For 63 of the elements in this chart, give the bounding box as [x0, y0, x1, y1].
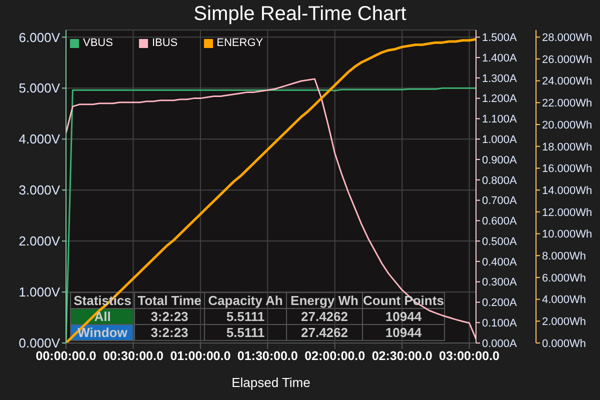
y3-tick-label: 28.000Wh	[542, 32, 592, 44]
x-tick-label: 02:30:00.0	[372, 348, 432, 363]
annotation: All	[70, 308, 134, 324]
annotation: 10944	[362, 308, 444, 324]
y3-tick-label: 18.000Wh	[542, 141, 592, 154]
annotation: Window	[70, 324, 134, 340]
y-tick-label: 5.000V	[18, 80, 60, 96]
annotation: 5.5111	[204, 308, 286, 324]
y2-tick-label: 0.200A	[482, 297, 518, 310]
chart-title: Simple Real-Time Chart	[192, 3, 408, 26]
annotation: 10944	[362, 324, 444, 340]
annotation: Capacity Ah	[204, 292, 286, 308]
y2-tick-label: 1.200A	[482, 93, 518, 106]
y2-tick-label: 1.500A	[482, 32, 518, 44]
y3-tick-label: 22.000Wh	[542, 98, 592, 110]
y2-tick-label: 0.600A	[482, 216, 518, 228]
x-tick-label: 00:30:00.0	[102, 348, 164, 363]
y3-tick-label: 4.000Wh	[542, 294, 586, 306]
y2-tick-label: 0.300A	[482, 276, 518, 289]
y-tick-label: 4.000V	[18, 132, 60, 147]
x-tick-label: 01:00:00.0	[170, 348, 231, 363]
legend-label: IBUS	[152, 37, 178, 49]
x-tick-label: 00:00:00.0	[36, 348, 96, 363]
y2-tick-label: 0.000A	[482, 338, 518, 350]
x-axis-title: Elapsed Time	[232, 375, 310, 390]
y3-tick-label: 10.000Wh	[542, 228, 592, 241]
y2-tick-label: 1.400A	[482, 52, 518, 64]
annotation: 27.4262	[286, 324, 362, 340]
annotation: 27.4262	[286, 308, 362, 324]
y3-tick-label: 2.000Wh	[542, 316, 586, 328]
legend-label: ENERGY	[216, 37, 264, 49]
y3-tick-label: 26.000Wh	[542, 54, 592, 66]
x-tick-label: 02:00:00.0	[304, 348, 366, 363]
annotation: 3:2:23	[134, 308, 204, 324]
annotation: 5.5111	[204, 324, 286, 340]
y2-tick-label: 0.800A	[482, 174, 518, 187]
y2-tick-label: 1.100A	[482, 114, 518, 126]
y3-tick-label: 12.000Wh	[542, 206, 592, 219]
x-tick-label: 03:00:00.0	[439, 348, 500, 363]
annotation: Total Time	[134, 292, 204, 308]
y3-tick-label: 14.000Wh	[542, 184, 592, 197]
y2-tick-label: 0.100A	[482, 318, 518, 330]
y2-tick-label: 0.400A	[482, 256, 518, 268]
y-tick-label: 0.000V	[18, 336, 60, 351]
y-tick-label: 3.000V	[18, 182, 60, 198]
y2-tick-label: 0.500A	[482, 236, 518, 248]
y3-tick-label: 0.000Wh	[542, 338, 586, 350]
y3-tick-label: 6.000Wh	[542, 272, 586, 284]
legend-label: VBUS	[83, 37, 113, 49]
y3-tick-label: 16.000Wh	[542, 163, 592, 176]
y-tick-label: 6.000V	[18, 30, 60, 45]
y3-tick-label: 8.000Wh	[542, 250, 586, 263]
y2-tick-label: 1.000A	[482, 134, 518, 146]
x-tick-label: 01:30:00.0	[237, 348, 298, 363]
y2-tick-label: 1.300A	[482, 72, 518, 85]
y-tick-label: 1.000V	[18, 284, 60, 300]
y2-tick-label: 0.900A	[482, 154, 518, 166]
y3-tick-label: 20.000Wh	[542, 119, 592, 132]
y3-tick-label: 24.000Wh	[542, 76, 592, 88]
annotation: Energy Wh	[286, 292, 362, 308]
y-tick-label: 2.000V	[18, 234, 60, 249]
annotation: 3:2:23	[134, 324, 204, 340]
y2-tick-label: 0.700A	[482, 195, 518, 208]
